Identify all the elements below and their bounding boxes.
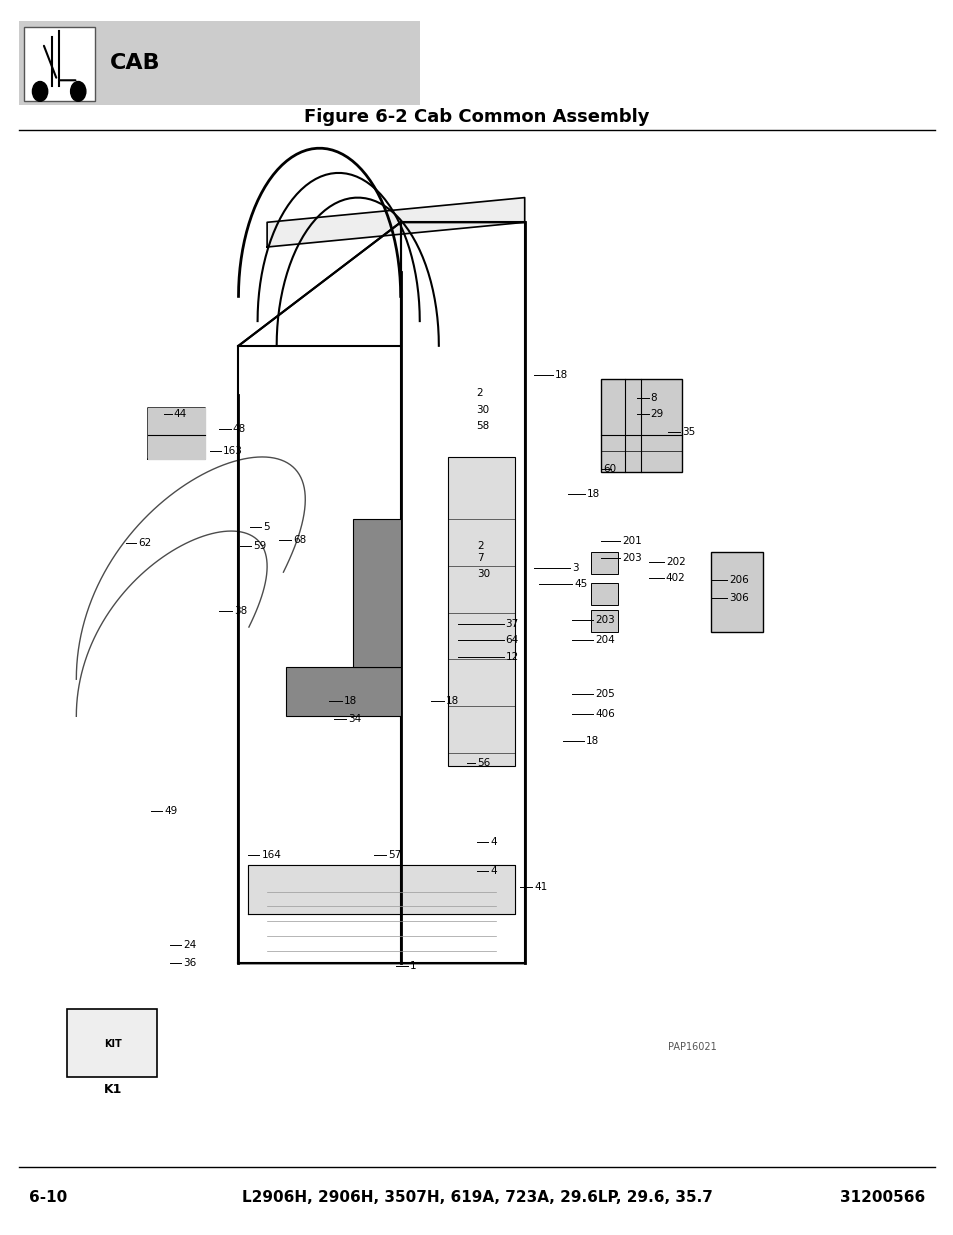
Text: 203: 203 [595,615,615,625]
Text: 306: 306 [728,593,748,603]
Text: 64: 64 [505,635,518,645]
Text: 35: 35 [681,427,695,437]
Text: 58: 58 [476,421,489,431]
Text: 5: 5 [263,522,270,532]
Text: 18: 18 [555,370,568,380]
Text: 203: 203 [621,553,641,563]
Text: 4: 4 [490,866,497,876]
Text: 205: 205 [595,689,615,699]
Text: 12: 12 [505,652,518,662]
Text: 18: 18 [343,697,356,706]
Text: 24: 24 [183,940,196,950]
Text: 406: 406 [595,709,615,719]
Text: 34: 34 [348,714,361,724]
Text: 6-10: 6-10 [29,1191,67,1205]
Text: 201: 201 [621,536,641,546]
Text: 204: 204 [595,635,615,645]
Text: 164: 164 [261,850,281,860]
Text: 36: 36 [183,958,196,968]
Text: 7: 7 [476,553,483,563]
Text: 68: 68 [293,535,306,545]
Text: 8: 8 [650,393,657,403]
Text: 44: 44 [173,409,187,419]
Text: 2: 2 [476,541,483,551]
Bar [600,379,681,472]
Text: 206: 206 [728,576,748,585]
Text: 59: 59 [253,541,266,551]
Text: Figure 6-2 Cab Common Assembly: Figure 6-2 Cab Common Assembly [304,109,649,126]
Text: K1: K1 [103,1083,122,1095]
Text: 29: 29 [650,409,663,419]
Text: KIT: KIT [104,1039,121,1049]
Text: 1: 1 [410,961,416,971]
Polygon shape [248,864,515,914]
Text: 37: 37 [505,619,518,629]
Text: 18: 18 [585,736,598,746]
Circle shape [71,82,86,101]
Text: 48: 48 [233,424,246,433]
Text: CAB: CAB [110,53,160,73]
Text: 31200566: 31200566 [840,1191,924,1205]
Polygon shape [267,198,524,247]
Text: 41: 41 [534,882,547,892]
Polygon shape [148,408,205,459]
Text: 38: 38 [233,606,247,616]
Text: 402: 402 [665,573,685,583]
Text: 18: 18 [586,489,599,499]
Polygon shape [286,667,400,716]
Text: 45: 45 [574,579,587,589]
Text: 2: 2 [476,388,482,398]
Text: 18: 18 [445,697,458,706]
Bar [24,27,95,101]
Circle shape [32,82,48,101]
Text: 57: 57 [388,850,401,860]
Bar [448,457,515,766]
Text: 4: 4 [490,837,497,847]
Text: 3: 3 [572,563,578,573]
Text: 30: 30 [476,569,490,579]
Text: L2906H, 2906H, 3507H, 619A, 723A, 29.6LP, 29.6, 35.7: L2906H, 2906H, 3507H, 619A, 723A, 29.6LP… [241,1191,712,1205]
Text: 56: 56 [476,758,490,768]
FancyBboxPatch shape [19,21,419,105]
Bar [710,552,762,632]
Bar [67,1009,157,1077]
Bar [591,610,618,632]
Bar [591,552,618,574]
Bar [591,583,618,605]
Text: 60: 60 [602,464,616,474]
Text: 163: 163 [223,446,243,456]
Text: 30: 30 [476,405,489,415]
Text: PAP16021: PAP16021 [667,1042,716,1052]
Text: 202: 202 [665,557,685,567]
Text: 62: 62 [138,538,152,548]
Text: 49: 49 [164,806,177,816]
Polygon shape [353,519,400,667]
